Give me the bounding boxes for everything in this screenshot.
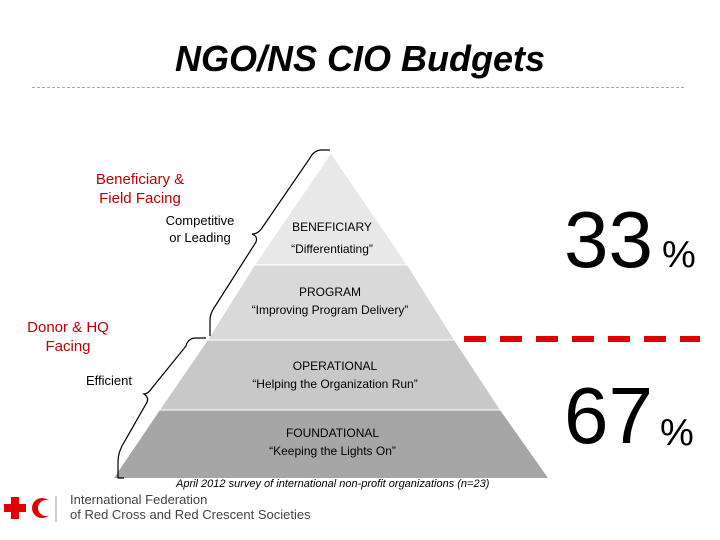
pyramid-tier-foundational (114, 410, 548, 478)
top-percent-value: 33 (564, 195, 653, 284)
pyramid-tier-program (208, 265, 454, 340)
label-line: Competitive (165, 213, 235, 228)
label-line: Donor & HQ (27, 319, 109, 336)
ifrc-logo-text: International Federation of Red Cross an… (70, 492, 311, 522)
upper-brace (209, 149, 330, 336)
tier-foundational-label: FOUNDATIONAL “Keeping the Lights On” (200, 424, 465, 460)
tier-beneficiary-label: BENEFICIARY “Differentiating” (270, 218, 394, 258)
tier-description: “Differentiating” (291, 242, 373, 256)
lower-brace (117, 337, 206, 479)
tier-name: FOUNDATIONAL (285, 426, 380, 440)
tier-name: OPERATIONAL (292, 359, 378, 373)
logo-text-line: International Federation (70, 492, 208, 507)
divider-dashed-line (464, 336, 700, 342)
logo-text-line: of Red Cross and Red Crescent Societies (70, 507, 311, 522)
red-cross-crescent-icon (4, 496, 57, 522)
beneficiary-field-facing-label: Beneficiary & Field Facing (80, 170, 200, 208)
title-divider (32, 87, 684, 88)
competitive-or-leading-label: Competitive or Leading (150, 212, 250, 246)
tier-name: PROGRAM (298, 285, 361, 299)
pyramid-tier-operational (160, 340, 500, 410)
tier-description: “Helping the Organization Run” (252, 377, 418, 391)
page-title: NGO/NS CIO Budgets (174, 38, 546, 79)
tier-operational-label: OPERATIONAL “Helping the Organization Ru… (210, 357, 460, 393)
bottom-percent-unit: % (660, 412, 694, 454)
pyramid-tier-beneficiary (255, 154, 407, 265)
label-line: Field Facing (99, 190, 181, 207)
label-line: Facing (45, 338, 91, 355)
tier-program-label: PROGRAM “Improving Program Delivery” (230, 283, 430, 319)
label-line: Beneficiary & (95, 171, 185, 188)
label-line: or Leading (169, 230, 231, 245)
survey-footnote: April 2012 survey of international non-p… (176, 478, 490, 490)
tier-name: BENEFICIARY (292, 220, 372, 234)
tier-description: “Keeping the Lights On” (269, 444, 396, 458)
bottom-percent-value: 67 (564, 371, 653, 460)
tier-description: “Improving Program Delivery” (251, 303, 409, 317)
top-percent-unit: % (662, 234, 696, 276)
efficient-label: Efficient (86, 373, 133, 388)
donor-hq-facing-label: Donor & HQ Facing (22, 318, 114, 356)
